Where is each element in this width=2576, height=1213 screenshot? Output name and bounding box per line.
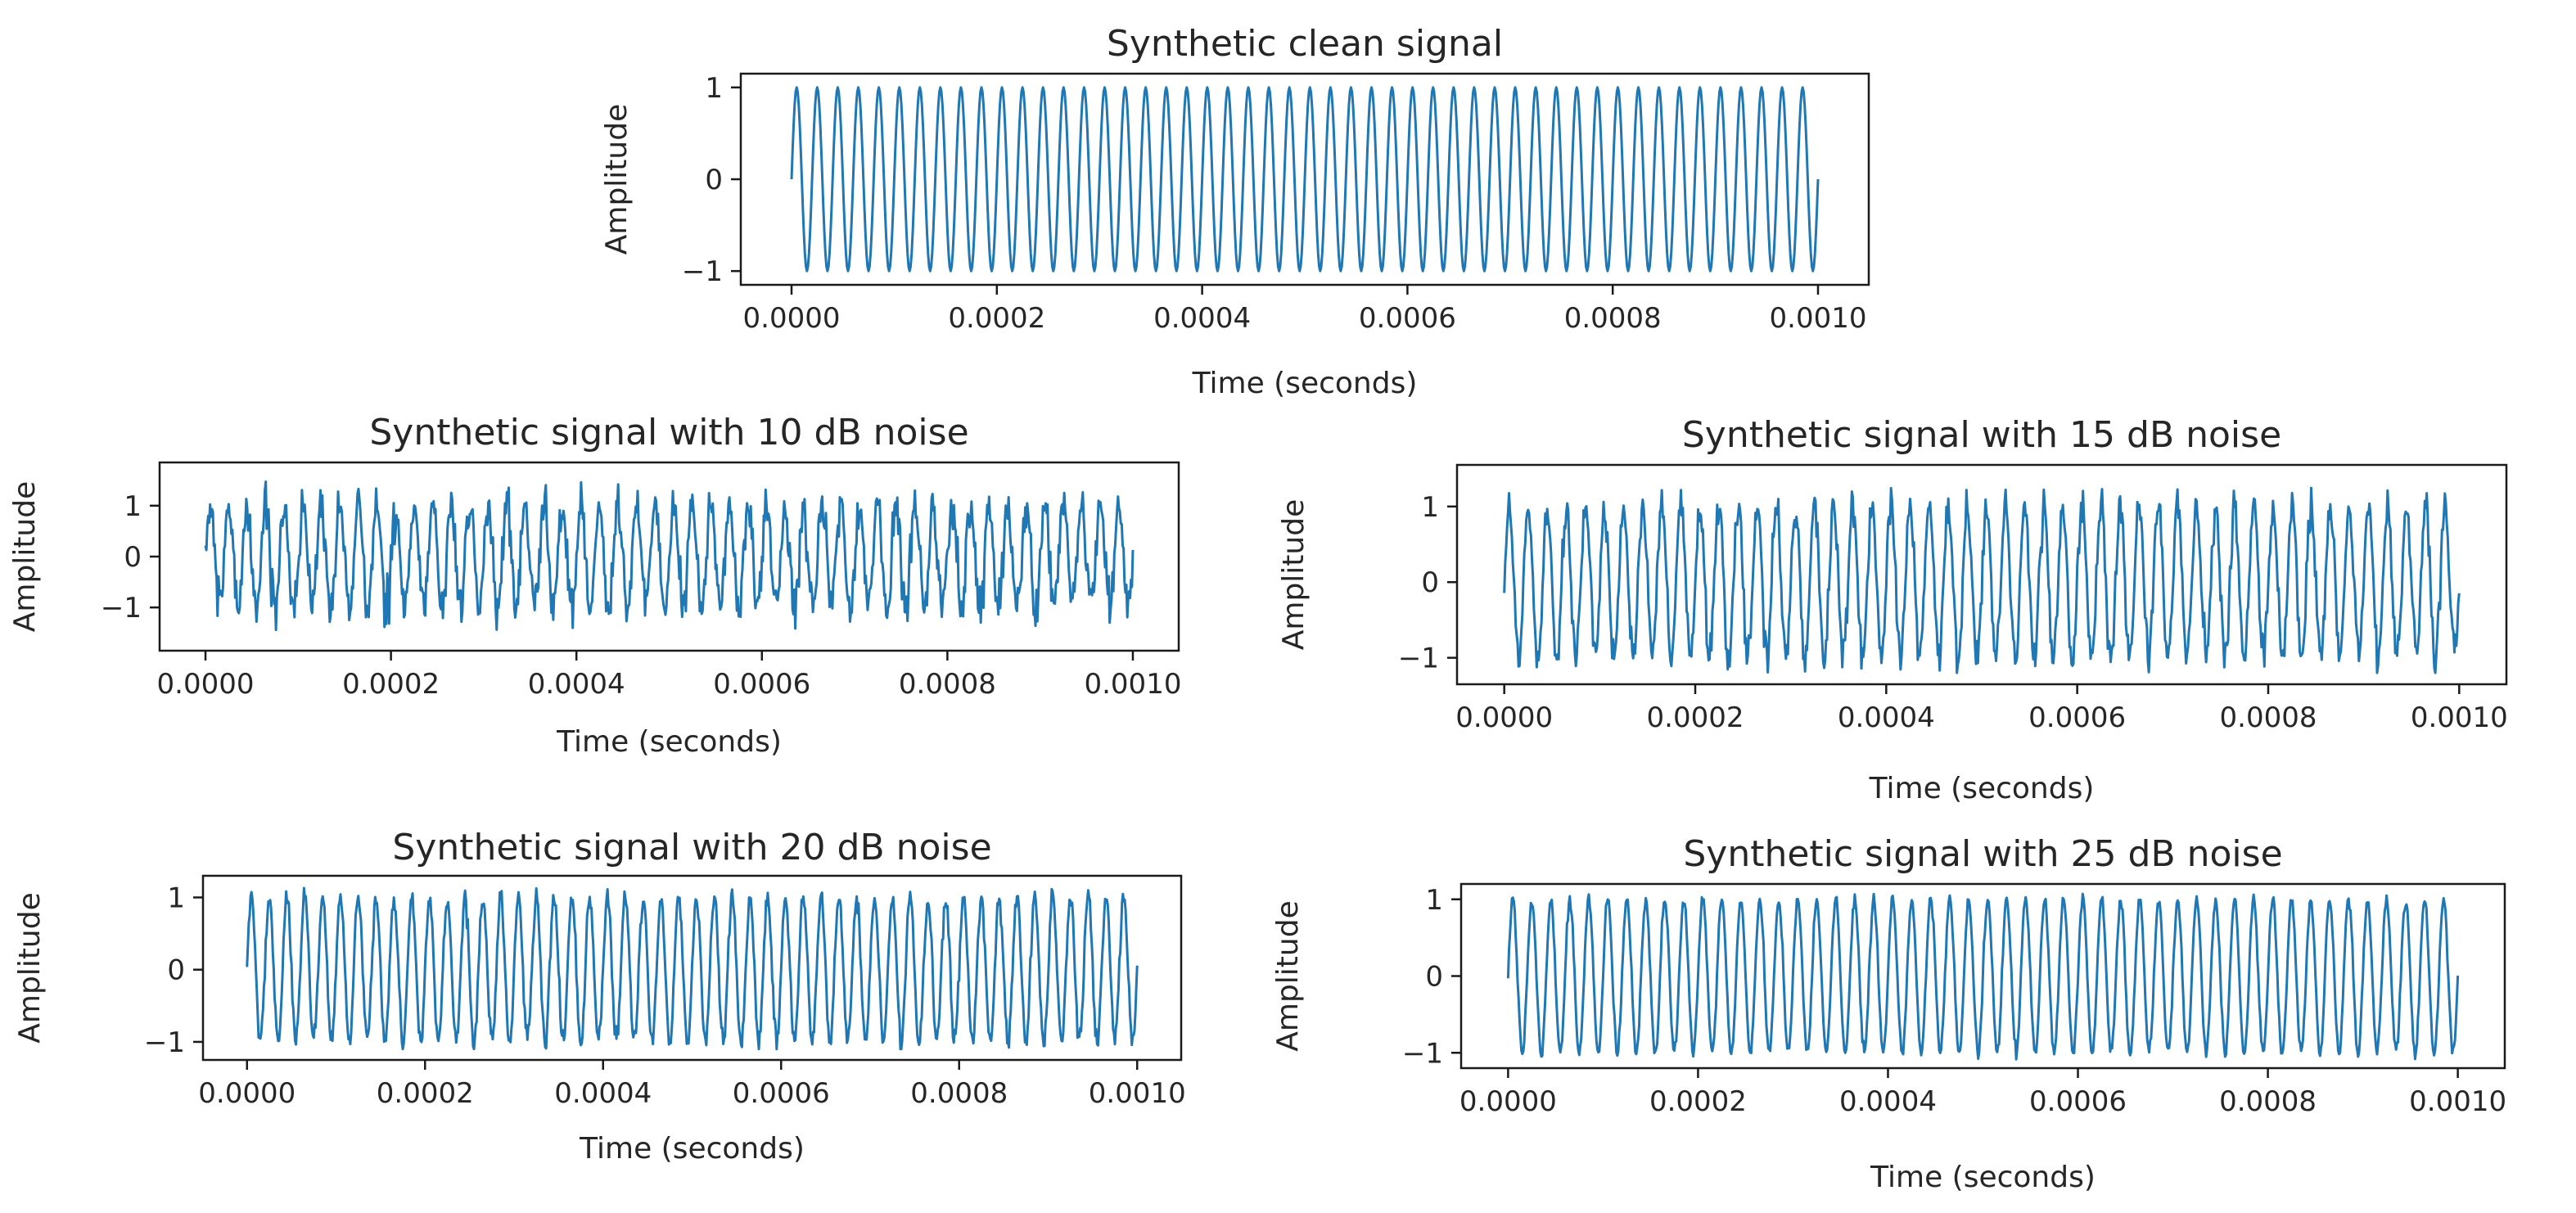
- x-tick-label: 0.0010: [2411, 701, 2508, 734]
- subplot-2: Synthetic signal with 10 dB noise 0.0000 0…: [8, 412, 1181, 759]
- x-tick-label: 0.0004: [1153, 302, 1251, 335]
- x-tick-label: 0.0006: [2028, 701, 2126, 734]
- chart-title: Synthetic signal with 15 dB noise: [1682, 414, 2281, 456]
- signal-series-line: [1506, 892, 2460, 1061]
- y-tick-label: 1: [1421, 491, 1439, 524]
- x-tick-label: 0.0002: [1647, 701, 1744, 734]
- x-tick-label: 0.0004: [554, 1077, 652, 1110]
- x-tick-label: 0.0002: [948, 302, 1045, 335]
- y-tick-label: 0: [124, 541, 142, 574]
- x-axis-label: Time (seconds): [556, 725, 782, 759]
- x-tick-label: 0.0008: [910, 1077, 1008, 1110]
- y-axis-label: Amplitude: [1277, 499, 1311, 650]
- x-tick-label: 0.0008: [1564, 302, 1662, 335]
- x-tick-label: 0.0004: [528, 668, 625, 701]
- y-tick-label: −1: [682, 255, 723, 288]
- subplot-3: Synthetic signal with 15 dB noise 0.0000 0…: [1277, 414, 2508, 805]
- chart-title: Synthetic clean signal: [1107, 23, 1503, 65]
- y-tick-label: 1: [1425, 884, 1443, 917]
- x-tick-label: 0.0000: [1459, 1085, 1557, 1118]
- y-tick-label: 1: [124, 490, 142, 523]
- x-tick-label: 0.0010: [1089, 1077, 1186, 1110]
- x-tick-label: 0.0002: [377, 1077, 474, 1110]
- subplot-5: Synthetic signal with 25 dB noise 0.0000 0…: [1271, 833, 2506, 1194]
- axes-frame: [201, 874, 1183, 1062]
- x-tick-label: 0.0000: [157, 668, 255, 701]
- x-tick-label: 0.0010: [1084, 668, 1181, 701]
- signal-series-line: [246, 886, 1139, 1051]
- signal-series-line: [1503, 486, 2461, 674]
- x-axis-label: Time (seconds): [579, 1132, 805, 1166]
- x-tick-label: 0.0006: [713, 668, 810, 701]
- x-tick-label: 0.0008: [899, 668, 996, 701]
- x-axis-label: Time (seconds): [1192, 367, 1418, 400]
- y-tick-label: −1: [144, 1026, 185, 1059]
- y-tick-label: 1: [167, 882, 185, 914]
- x-tick-label: 0.0010: [2409, 1085, 2506, 1118]
- subplot-4: Synthetic signal with 20 dB noise 0.0000 0…: [13, 827, 1186, 1166]
- y-tick-label: 0: [167, 954, 185, 987]
- x-axis-label: Time (seconds): [1869, 772, 2095, 805]
- y-axis-label: Amplitude: [600, 104, 634, 255]
- x-tick-label: 0.0008: [2219, 1085, 2317, 1118]
- x-tick-label: 0.0006: [1359, 302, 1456, 335]
- x-tick-label: 0.0000: [1455, 701, 1553, 734]
- x-tick-label: 0.0006: [733, 1077, 830, 1110]
- chart-title: Synthetic signal with 20 dB noise: [392, 827, 991, 868]
- y-tick-label: −1: [1398, 643, 1439, 675]
- y-tick-label: −1: [1402, 1037, 1443, 1070]
- y-tick-label: −1: [101, 592, 142, 625]
- x-tick-label: 0.0004: [1839, 1085, 1937, 1118]
- x-axis-label: Time (seconds): [1870, 1161, 2096, 1194]
- y-axis-label: Amplitude: [8, 481, 42, 632]
- y-tick-label: 0: [705, 164, 723, 196]
- y-tick-label: 1: [705, 72, 723, 105]
- x-tick-label: 0.0008: [2220, 701, 2317, 734]
- signal-series-line: [790, 86, 1820, 273]
- axes-frame: [1455, 463, 2508, 686]
- x-tick-label: 0.0002: [342, 668, 440, 701]
- y-tick-label: 0: [1425, 961, 1443, 994]
- x-tick-label: 0.0006: [2029, 1085, 2127, 1118]
- y-axis-label: Amplitude: [1271, 900, 1305, 1051]
- chart-title: Synthetic signal with 10 dB noise: [369, 412, 968, 453]
- y-axis-label: Amplitude: [13, 892, 47, 1043]
- x-tick-label: 0.0000: [198, 1077, 295, 1110]
- x-tick-label: 0.0002: [1649, 1085, 1747, 1118]
- chart-title: Synthetic signal with 25 dB noise: [1683, 833, 2282, 875]
- x-tick-label: 0.0000: [743, 302, 841, 335]
- x-tick-label: 0.0010: [1770, 302, 1867, 335]
- y-tick-label: 0: [1421, 566, 1439, 599]
- x-tick-label: 0.0004: [1838, 701, 1935, 734]
- subplot-1: Synthetic clean signal 0.0000 0.0002 0.0004…: [600, 23, 1870, 400]
- signal-series-line: [204, 480, 1135, 632]
